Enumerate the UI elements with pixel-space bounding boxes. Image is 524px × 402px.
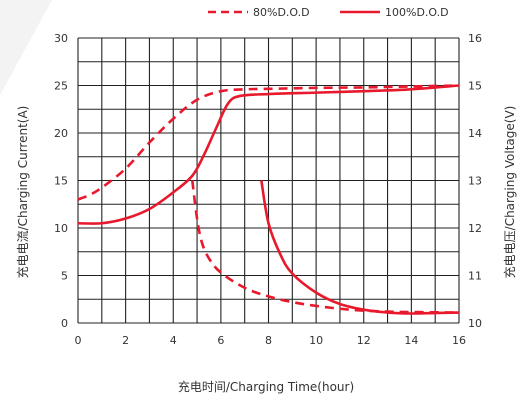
y-right-tick-label: 15 — [468, 80, 482, 93]
y-left-tick-label: 0 — [61, 317, 68, 330]
x-tick-label: 0 — [75, 334, 82, 347]
y-left-tick-label: 25 — [54, 80, 68, 93]
y-left-tick-label: 30 — [54, 32, 68, 45]
y-right-tick-label: 11 — [468, 270, 482, 283]
y-right-tick-label: 13 — [468, 175, 482, 188]
y-left-tick-label: 10 — [54, 222, 68, 235]
x-tick-label: 12 — [357, 334, 371, 347]
y-right-tick-label: 14 — [468, 127, 482, 140]
series-line-dashed-right-0 — [77, 84, 460, 201]
x-tick-label: 14 — [404, 334, 418, 347]
y-left-tick-label: 5 — [61, 270, 68, 283]
series-line-solid-left-3 — [260, 180, 460, 315]
x-tick-label: 2 — [122, 334, 129, 347]
x-axis-title: 充电时间/Charging Time(hour) — [178, 379, 354, 394]
series-line-solid-right-1 — [77, 84, 460, 225]
y-right-tick-label: 10 — [468, 317, 482, 330]
x-tick-label: 8 — [265, 334, 272, 347]
x-tick-label: 10 — [309, 334, 323, 347]
x-tick-label: 6 — [217, 334, 224, 347]
legend-label-80dod: 80%D.O.D — [253, 6, 310, 19]
x-tick-label: 4 — [170, 334, 177, 347]
grid — [77, 37, 460, 324]
x-tick-label: 16 — [452, 334, 466, 347]
series-lines — [77, 84, 460, 315]
y-axis-left-title: 充电电流/Charging Current(A) — [15, 106, 30, 279]
background-shape — [0, 0, 52, 95]
y-left-tick-label: 20 — [54, 127, 68, 140]
legend-label-100dod: 100%D.O.D — [385, 6, 449, 19]
y-left-tick-label: 15 — [54, 175, 68, 188]
y-right-tick-label: 16 — [468, 32, 482, 45]
series-line-dashed-left-2 — [191, 180, 460, 314]
y-axis-right-title: 充电电压/Charging Voltage(V) — [502, 106, 517, 279]
y-right-tick-label: 12 — [468, 222, 482, 235]
tick-labels: 0 2 4 6 8 10 12 14 16 0 5 10 15 20 25 30 10 11 12 13 14 15 16 — [54, 32, 482, 347]
legend: 80%D.O.D 100%D.O.D — [208, 6, 449, 19]
